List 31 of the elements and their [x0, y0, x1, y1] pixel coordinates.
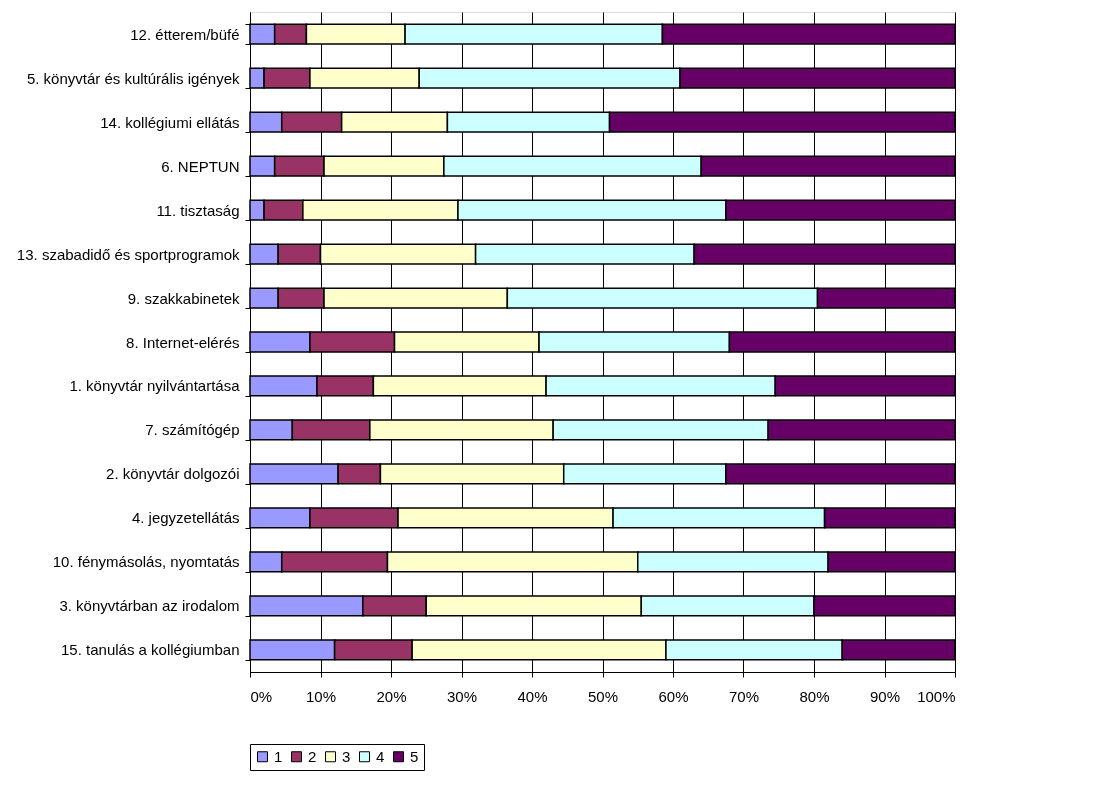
y-tick-label: 1. könyvtár nyilvántartása: [69, 377, 241, 395]
y-tick-label: 14. kollégiumi ellátás: [100, 113, 240, 131]
legend-label: 3: [342, 747, 351, 765]
legend-label: 1: [274, 747, 283, 765]
y-tick-label: 13. szabadidő és sportprogramok: [16, 245, 240, 263]
y-tick-label: 9. szakkabinetek: [127, 289, 240, 307]
y-tick-label: 12. étterem/büfé: [130, 25, 240, 43]
y-tick-label: 3. könyvtárban az irodalom: [59, 597, 240, 615]
x-tick-label: 70%: [728, 687, 760, 705]
legend-label: 5: [410, 747, 419, 765]
x-tick-label: 50%: [587, 687, 619, 705]
x-tick-label: 30%: [446, 687, 478, 705]
x-tick-label: 80%: [799, 687, 830, 705]
y-tick-label: 11. tisztaság: [156, 201, 240, 219]
y-tick-label: 5. könyvtár és kultúrális igények: [26, 69, 240, 87]
x-tick-label: 10%: [305, 687, 337, 705]
y-tick-label: 6. NEPTUN: [161, 157, 240, 175]
y-tick-label: 4. jegyzetellátás: [131, 509, 240, 527]
x-tick-label: 60%: [658, 687, 689, 705]
y-tick-label: 2. könyvtár dolgozói: [106, 465, 240, 483]
x-tick-label: 100%: [917, 687, 956, 705]
y-tick-label: 15. tanulás a kollégiumban: [61, 641, 240, 659]
legend-label: 4: [376, 747, 385, 765]
y-tick-label: 7. számítógép: [145, 421, 240, 439]
x-tick-label: 20%: [376, 687, 407, 705]
y-tick-label: 10. fénymásolás, nyomtatás: [52, 553, 240, 571]
legend-label: 2: [308, 747, 317, 765]
x-tick-label: 0%: [250, 687, 273, 705]
x-tick-label: 40%: [517, 687, 548, 705]
x-tick-label: 90%: [869, 687, 901, 705]
y-tick-label: 8. Internet-elérés: [126, 333, 240, 351]
